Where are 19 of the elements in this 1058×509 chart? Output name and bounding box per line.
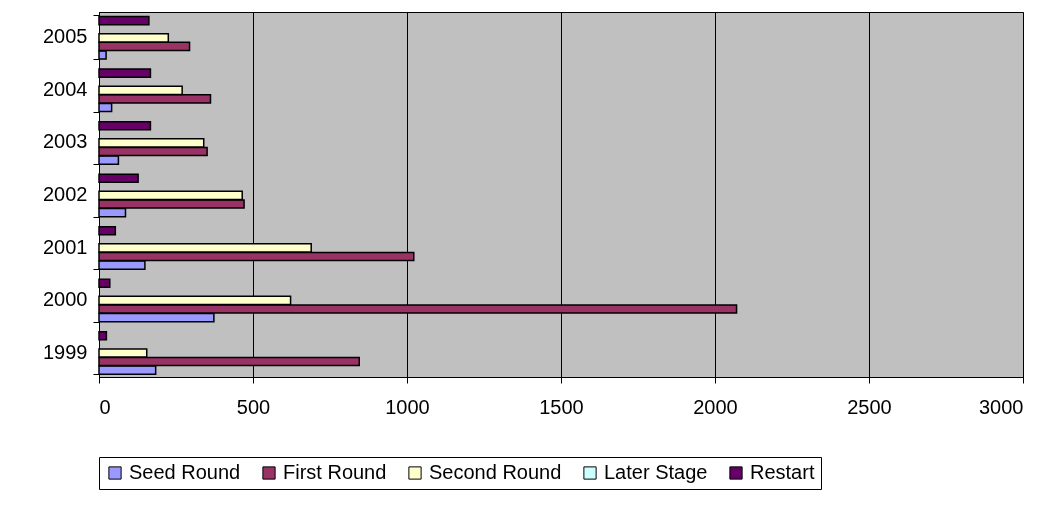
legend-label: Second Round [429, 461, 562, 483]
y-tick-label: 2004 [43, 77, 88, 100]
y-tick-label: 2002 [43, 183, 88, 205]
legend-label: First Round [283, 461, 387, 483]
x-tick-label: 500 [236, 395, 271, 418]
y-tick-label: 2003 [43, 130, 88, 153]
legend-label: Restart [750, 461, 815, 483]
y-tick-label: 2001 [43, 235, 88, 258]
x-tick-label: 1500 [539, 395, 584, 418]
x-tick-label: 1000 [385, 395, 430, 418]
legend-label: Later Stage [604, 461, 708, 483]
x-tick-label: 2500 [847, 395, 892, 418]
y-tick-label: 1999 [43, 340, 88, 363]
y-tick-label: 2000 [43, 288, 88, 311]
y-tick-label: 2005 [43, 25, 88, 48]
x-tick-label: 0 [99, 395, 111, 418]
x-tick-label: 3000 [979, 395, 1024, 418]
x-tick-label: 2000 [693, 395, 738, 418]
legend-label: Seed Round [129, 461, 241, 483]
